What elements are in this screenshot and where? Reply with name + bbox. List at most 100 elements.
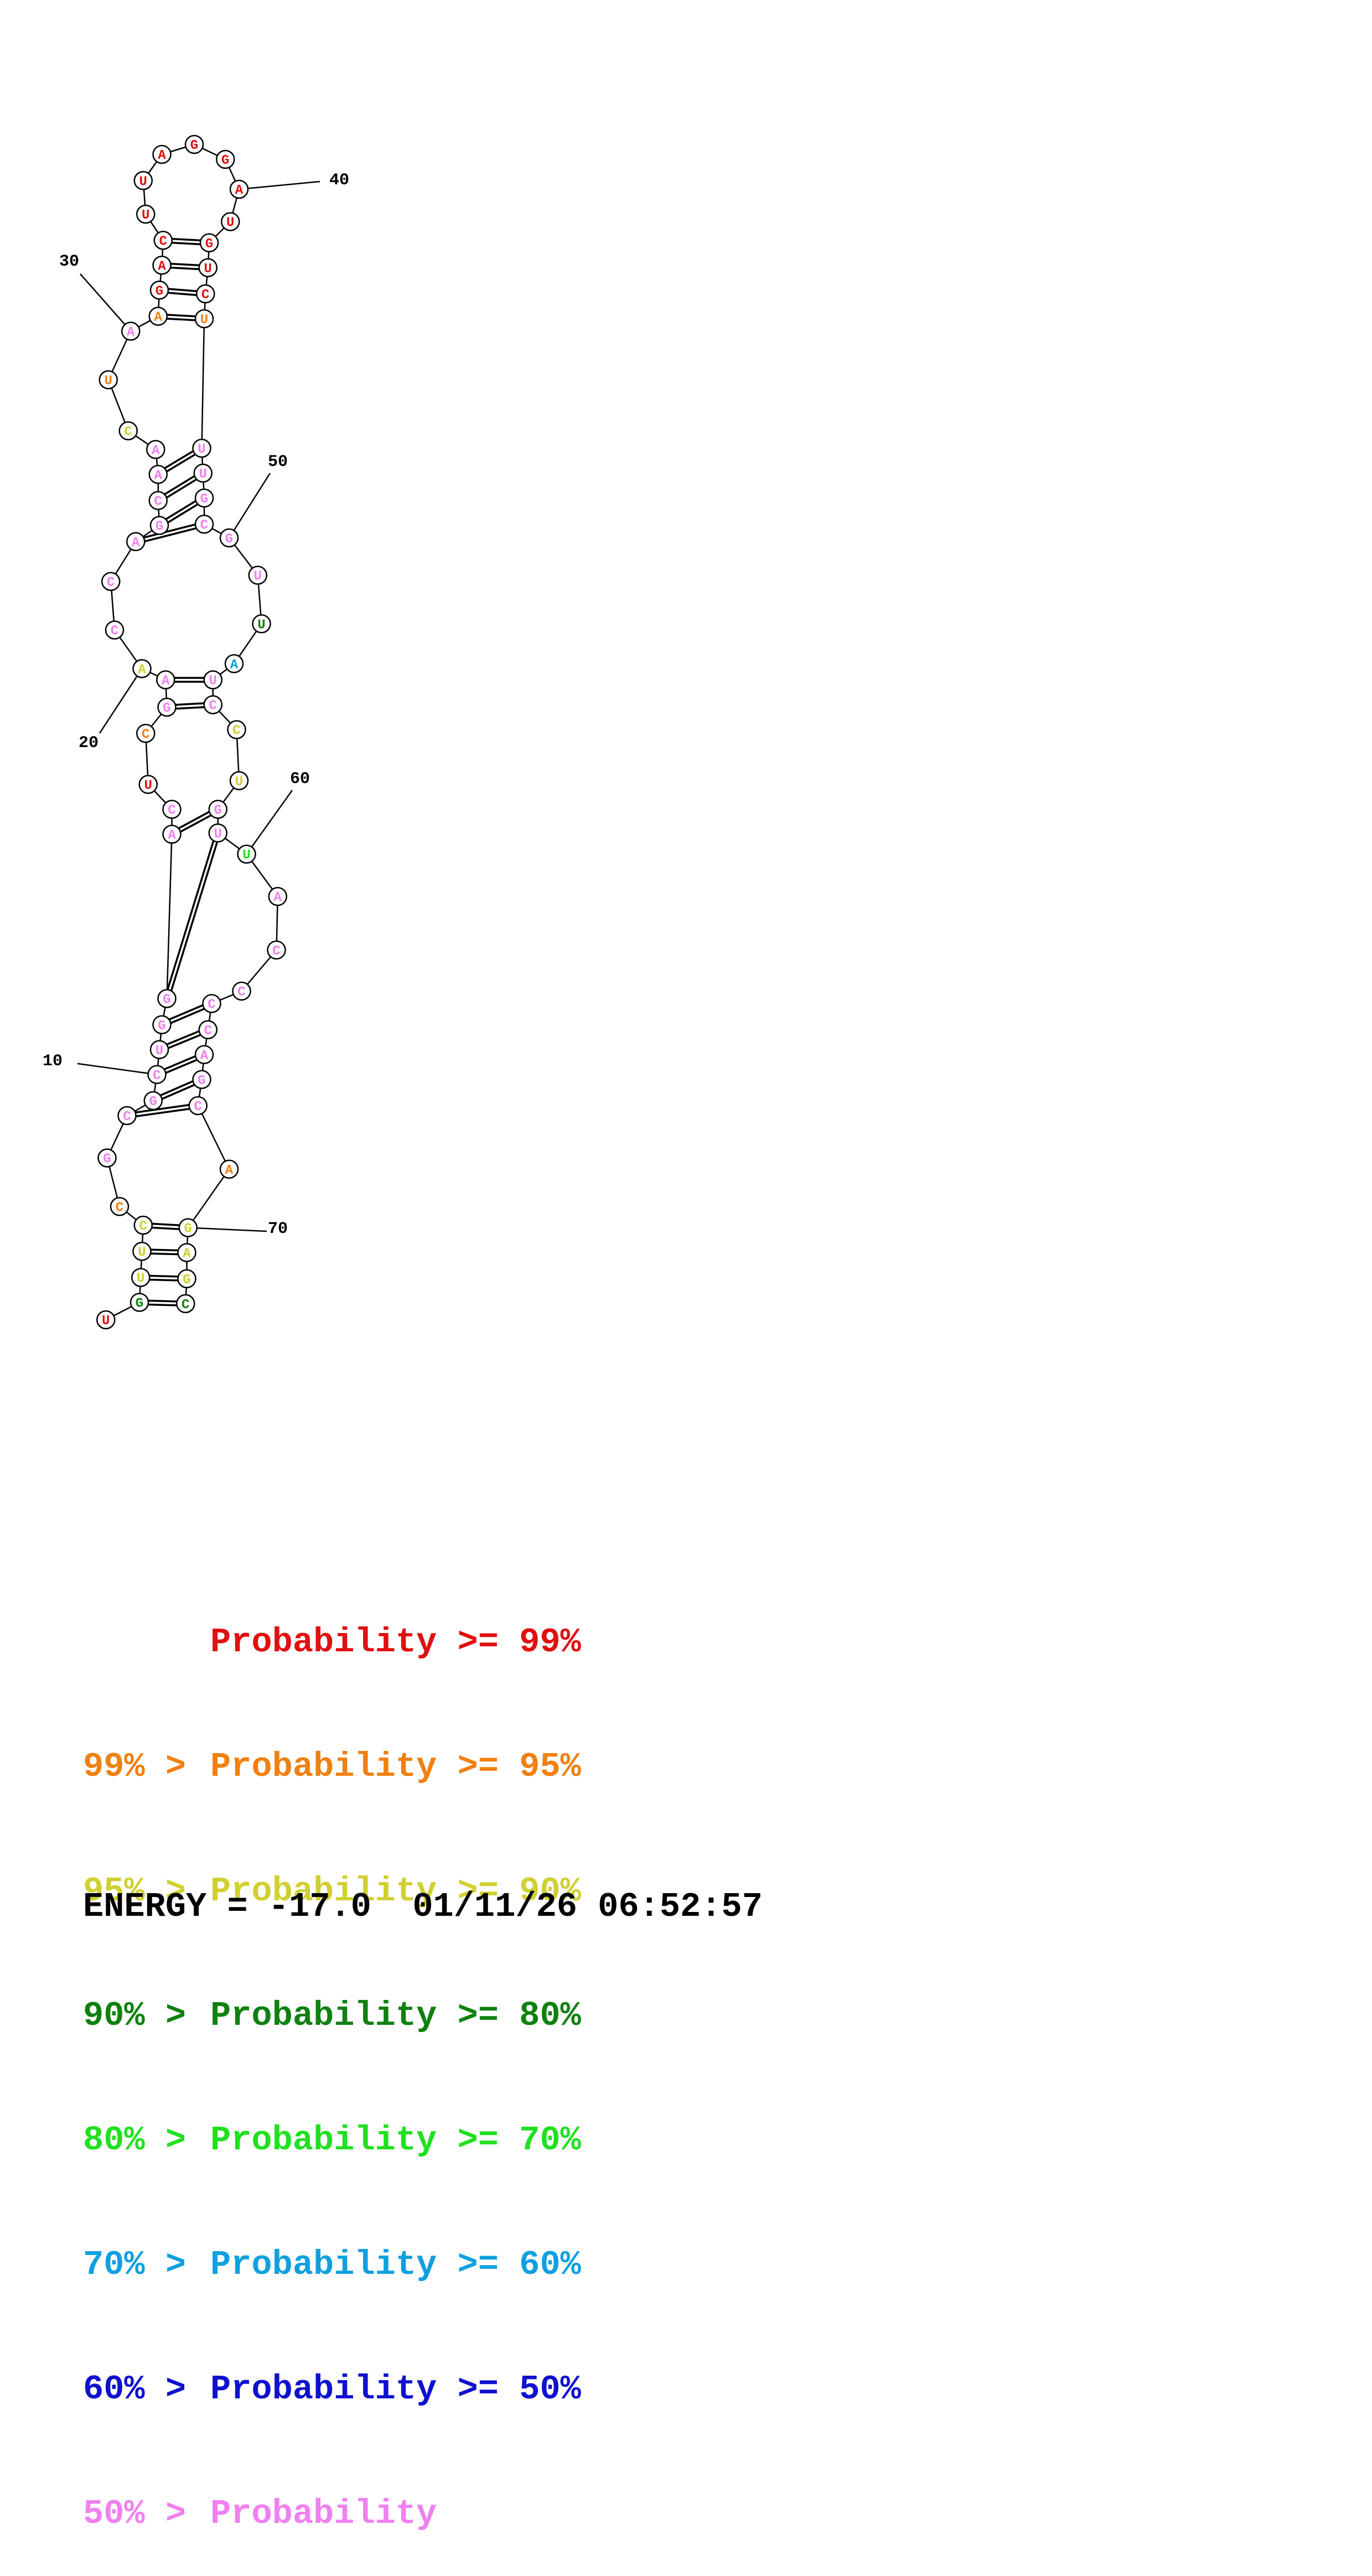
nucleotide-base: G: [156, 520, 163, 535]
nucleotide-base: C: [159, 234, 167, 249]
nucleotide-1: U: [96, 1310, 116, 1330]
nucleotide-base: A: [132, 536, 140, 551]
nucleotide-circle: [224, 654, 244, 673]
position-label-10: 10: [43, 1052, 63, 1071]
nucleotide-circle: [149, 516, 169, 535]
nucleotide-base: A: [154, 468, 163, 483]
nucleotide-circle: [177, 1269, 196, 1288]
nucleotide-13: G: [157, 989, 177, 1008]
nucleotide-26: A: [148, 465, 168, 484]
nucleotide-70: G: [178, 1218, 198, 1237]
nucleotide-10: C: [147, 1065, 167, 1084]
nucleotide-base: G: [190, 138, 198, 153]
nucleotide-base: C: [153, 1069, 161, 1084]
nucleotide-28: C: [118, 421, 138, 440]
nucleotide-base: C: [125, 425, 132, 440]
nucleotide-2: G: [130, 1293, 149, 1312]
legend-row-3: 95% > Probability >= 90%: [83, 1870, 581, 1912]
timestamp: 01/11/26 06:52:57: [412, 1887, 763, 1926]
nucleotide-base: C: [182, 1298, 189, 1313]
nucleotide-circle: [237, 844, 256, 864]
nucleotide-base: A: [152, 443, 160, 458]
nucleotide-18: G: [157, 697, 177, 717]
nucleotide-circle: [219, 1159, 239, 1179]
nucleotide-base: U: [156, 1044, 163, 1059]
nucleotide-67: G: [192, 1070, 211, 1089]
nucleotide-circle: [219, 528, 239, 548]
nucleotide-circle: [148, 465, 168, 484]
nucleotide-20: A: [132, 659, 152, 678]
nucleotide-circle: [153, 231, 173, 250]
nucleotide-64: C: [202, 994, 221, 1013]
nucleotide-base: U: [200, 313, 208, 328]
nucleotide-circle: [149, 1040, 169, 1059]
nucleotide-9: G: [143, 1091, 163, 1111]
nucleotide-base: A: [230, 657, 239, 672]
nucleotide-circle: [268, 887, 287, 906]
nucleotide-50: G: [219, 528, 239, 548]
nucleotide-circle: [156, 670, 175, 690]
nucleotide-73: C: [176, 1294, 195, 1313]
nucleotide-12: G: [152, 1015, 172, 1034]
nucleotide-circle: [192, 1070, 211, 1089]
nucleotide-circle: [229, 771, 249, 790]
nucleotide-base: U: [214, 827, 222, 842]
legend-suffix: >= 90%: [457, 1872, 581, 1911]
nucleotide-base: A: [235, 183, 244, 198]
nucleotide-circle: [138, 775, 158, 794]
nucleotide-11: U: [149, 1040, 169, 1059]
base-pair-line: [126, 1102, 198, 1115]
backbone-segment: [187, 1169, 230, 1229]
nucleotide-circle: [194, 1045, 214, 1064]
nucleotide-base: C: [209, 699, 217, 714]
nucleotide-circle: [202, 994, 221, 1013]
legend-row-5: 80% > Probability >= 70%: [83, 2119, 581, 2161]
legend-row-4: 90% > Probability >= 80%: [83, 1995, 581, 2036]
nucleotide-base: U: [226, 216, 234, 231]
nucleotide-circle: [130, 1293, 149, 1312]
nucleotide-base: U: [102, 1314, 110, 1329]
nucleotide-base: A: [138, 662, 146, 677]
position-tick-line: [228, 473, 271, 538]
nucleotide-circle: [133, 1215, 153, 1235]
nucleotide-22: C: [101, 572, 121, 591]
nucleotide-37: A: [152, 144, 172, 164]
nucleotide-circle: [117, 1106, 137, 1126]
nucleotide-33: A: [152, 256, 172, 275]
legend-suffix: >= 80%: [457, 1996, 581, 2035]
legend-label: Probability: [210, 1747, 437, 1786]
legend-row-2: 99% > Probability >= 95%: [83, 1746, 581, 1787]
legend-prefix: 90% >: [83, 1996, 187, 2035]
nucleotide-base: U: [209, 674, 217, 689]
nucleotide-53: A: [224, 654, 244, 673]
nucleotide-base: C: [107, 576, 115, 590]
nucleotide-circle: [101, 572, 121, 591]
nucleotide-51: U: [248, 566, 267, 585]
nucleotide-circle: [194, 515, 214, 534]
nucleotide-base: C: [142, 727, 149, 742]
nucleotide-circle: [157, 989, 177, 1008]
nucleotide-circle: [110, 1197, 130, 1216]
nucleotide-61: A: [268, 887, 287, 906]
nucleotide-circle: [216, 149, 235, 169]
legend-label: Probability: [210, 2370, 437, 2409]
nucleotide-circle: [152, 256, 172, 275]
nucleotide-circle: [203, 670, 222, 690]
nucleotide-47: U: [193, 463, 213, 483]
position-tick-line: [77, 1062, 157, 1075]
nucleotide-base: A: [225, 1163, 234, 1178]
nucleotide-base: A: [158, 259, 166, 274]
nucleotide-circle: [198, 1020, 218, 1039]
legend-label: Probability: [210, 1872, 437, 1911]
nucleotide-54: U: [203, 670, 222, 690]
nucleotide-48: G: [194, 488, 214, 508]
nucleotide-base: G: [149, 1095, 157, 1110]
nucleotide-circle: [118, 421, 138, 440]
nucleotide-46: U: [192, 438, 211, 458]
nucleotide-15: C: [162, 800, 182, 819]
nucleotide-base: U: [199, 467, 207, 482]
nucleotide-8: C: [117, 1106, 137, 1126]
position-tick-line: [239, 180, 320, 190]
nucleotide-circle: [157, 697, 177, 717]
nucleotide-circle: [148, 307, 168, 326]
